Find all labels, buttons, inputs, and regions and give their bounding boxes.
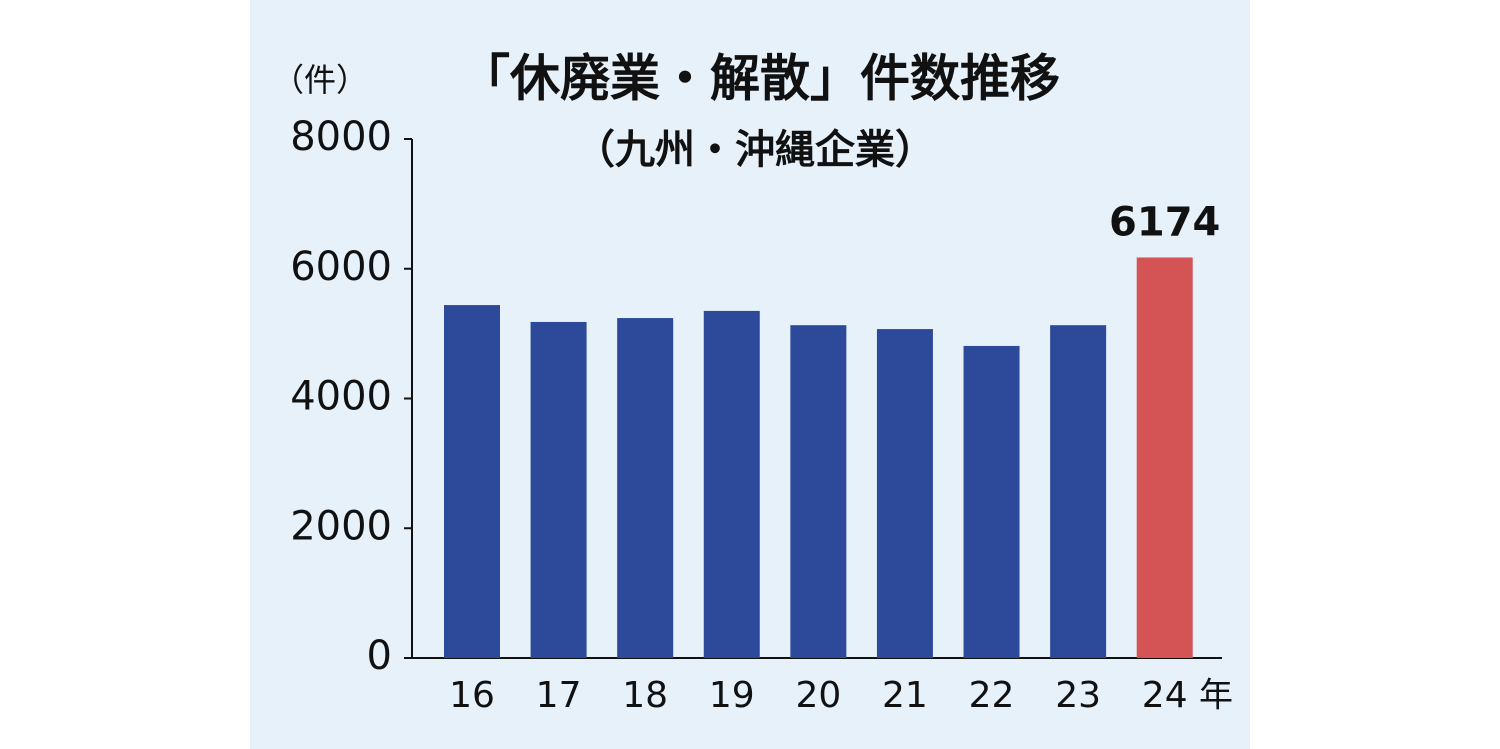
- x-tick-label: 20: [795, 675, 841, 716]
- bar: [1136, 257, 1193, 658]
- x-tick-label: 23: [1055, 675, 1101, 716]
- y-tick-label: 4000: [290, 374, 392, 420]
- x-tick-label: 16: [449, 675, 495, 716]
- y-tick-label: 0: [367, 633, 392, 679]
- x-tick-label: 24: [1142, 675, 1188, 716]
- bar: [703, 310, 760, 658]
- x-axis-label: 年: [1199, 676, 1233, 716]
- y-tick-label: 6000: [290, 244, 392, 290]
- bar: [876, 329, 933, 658]
- x-tick-label: 21: [882, 675, 928, 716]
- value-label: 6174: [1109, 199, 1220, 245]
- bar: [1050, 325, 1107, 658]
- x-tick-label: 17: [536, 675, 582, 716]
- bar: [790, 325, 847, 658]
- y-tick-label: 8000: [290, 114, 392, 160]
- chart-subtitle: （九州・沖縄企業）: [575, 127, 935, 173]
- x-tick-label: 18: [622, 675, 668, 716]
- y-tick-label: 2000: [290, 503, 392, 549]
- x-tick-label: 22: [969, 675, 1015, 716]
- x-tick-label: 19: [709, 675, 755, 716]
- bar: [443, 305, 500, 658]
- chart-title: 「休廃業・解散」件数推移: [460, 50, 1060, 108]
- y-axis-label: （件）: [272, 61, 368, 99]
- bar: [963, 345, 1020, 658]
- bar: [530, 321, 587, 658]
- bar: [617, 318, 674, 658]
